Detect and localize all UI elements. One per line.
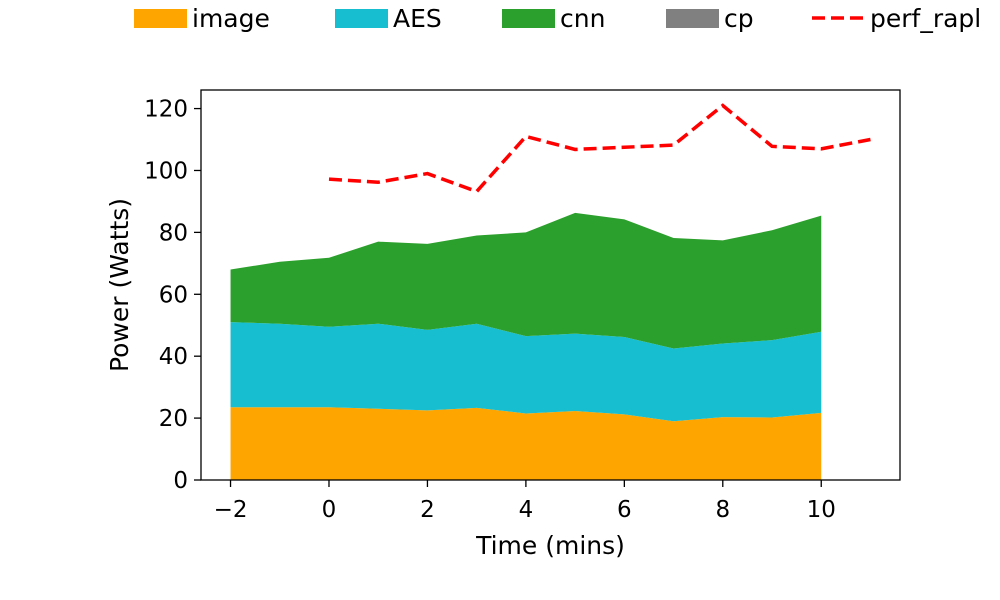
x-tick-label: 6 [617,497,632,523]
area-AES [230,322,822,422]
x-tick-label: 4 [519,497,534,523]
legend-swatch [134,9,187,28]
legend-label: AES [393,4,442,33]
line-perf_rapl [328,103,871,194]
area-cnn [230,212,822,349]
y-tick-label: 120 [144,97,188,123]
legend-item-perf_rapl: perf_rapl [812,4,981,33]
x-axis-label: Time (mins) [475,531,625,560]
x-axis-ticks: −2 0 2 4 6 8 10 [214,480,836,523]
y-tick-label: 40 [159,344,188,370]
y-tick-label: 60 [159,282,188,308]
legend: image AES cnn cp perf_rapl [134,4,981,33]
y-tick-label: 0 [173,468,188,494]
y-axis-label: Power (Watts) [105,198,134,372]
overlay-line-group [328,103,871,194]
y-tick-label: 100 [144,158,188,184]
x-tick-label: 10 [807,497,836,523]
x-tick-label: 2 [420,497,435,523]
legend-swatch [335,9,388,28]
plot-frame [200,89,901,481]
area-image [230,407,822,480]
stacked-areas [230,212,822,480]
x-tick-label: −2 [214,497,248,523]
legend-label: perf_rapl [870,4,981,33]
y-tick-label: 80 [159,220,188,246]
x-tick-label: 8 [715,497,730,523]
legend-swatch [666,9,719,28]
y-tick-label: 20 [159,406,188,432]
legend-label: image [192,4,270,33]
legend-item-cp: cp [666,4,754,33]
legend-item-cnn: cnn [502,4,605,33]
legend-item-image: image [134,4,270,33]
x-tick-label: 0 [322,497,337,523]
legend-label: cnn [560,4,605,33]
y-axis-ticks: 0 20 40 60 80 100 120 [144,97,201,494]
legend-item-AES: AES [335,4,442,33]
legend-swatch [502,9,555,28]
legend-label: cp [724,4,754,33]
